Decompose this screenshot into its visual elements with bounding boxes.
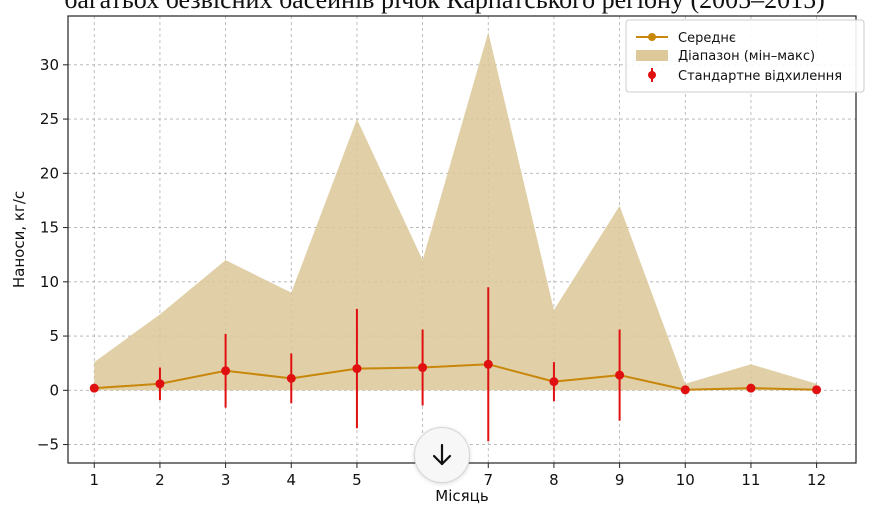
x-tick-label-2: 2 xyxy=(155,471,165,489)
data-point-10 xyxy=(681,385,690,394)
data-point-7 xyxy=(484,360,493,369)
data-point-12 xyxy=(812,385,821,394)
y-tick-label-8: 30 xyxy=(40,56,59,74)
y-tick-label-4: 10 xyxy=(40,273,59,291)
legend-mean-marker xyxy=(648,33,656,41)
data-point-8 xyxy=(549,377,558,386)
y-tick-label-6: 20 xyxy=(40,164,59,182)
scroll-down-button[interactable] xyxy=(414,427,470,483)
x-tick-label-5: 5 xyxy=(352,471,362,489)
x-tick-label-3: 3 xyxy=(221,471,231,489)
arrow-down-icon xyxy=(428,441,456,469)
y-tick-label-2: 0 xyxy=(49,381,59,399)
legend: Середнє Діапазон (мін–макс) Стандартне в… xyxy=(626,20,864,92)
legend-label-range: Діапазон (мін–макс) xyxy=(678,49,815,64)
data-point-9 xyxy=(615,371,624,380)
legend-label-std: Стандартне відхилення xyxy=(678,69,842,84)
x-tick-label-12: 12 xyxy=(807,471,826,489)
y-axis-label: Наноси, кг/с xyxy=(10,191,28,288)
x-tick-label-11: 11 xyxy=(741,471,760,489)
x-tick-label-10: 10 xyxy=(676,471,695,489)
data-point-3 xyxy=(221,366,230,375)
x-axis-label: Місяць xyxy=(435,487,488,505)
data-point-5 xyxy=(352,364,361,373)
data-point-1 xyxy=(90,384,99,393)
y-tick-label-3: 5 xyxy=(49,327,59,345)
y-tick-label-5: 15 xyxy=(40,219,59,237)
data-point-2 xyxy=(155,379,164,388)
legend-std-marker xyxy=(648,71,656,79)
legend-range-swatch xyxy=(636,50,668,61)
data-point-11 xyxy=(746,384,755,393)
y-tick-label-1: −5 xyxy=(37,436,59,454)
x-tick-label-8: 8 xyxy=(549,471,559,489)
x-tick-label-1: 1 xyxy=(89,471,99,489)
y-tick-label-7: 25 xyxy=(40,110,59,128)
x-tick-label-9: 9 xyxy=(615,471,625,489)
legend-label-mean: Середнє xyxy=(678,31,736,46)
data-point-6 xyxy=(418,363,427,372)
data-point-4 xyxy=(287,374,296,383)
x-tick-label-4: 4 xyxy=(286,471,296,489)
y-axis: −5 0 5 10 15 20 25 30 xyxy=(37,56,68,454)
